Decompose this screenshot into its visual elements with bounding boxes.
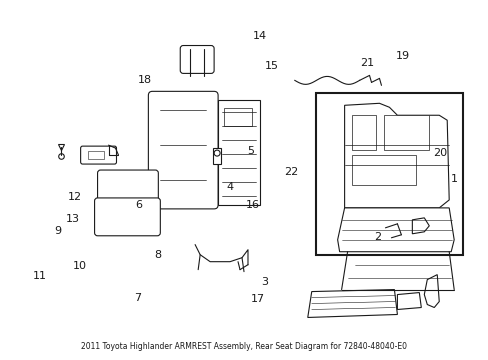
Bar xyxy=(351,115,376,150)
Polygon shape xyxy=(337,208,453,252)
Polygon shape xyxy=(344,103,448,208)
Bar xyxy=(224,108,251,126)
FancyBboxPatch shape xyxy=(81,146,116,164)
Text: 19: 19 xyxy=(395,50,409,60)
Polygon shape xyxy=(307,289,397,318)
Text: 12: 12 xyxy=(68,192,82,202)
Text: 13: 13 xyxy=(65,215,80,224)
Text: 4: 4 xyxy=(226,182,233,192)
Text: 2011 Toyota Highlander ARMREST Assembly, Rear Seat Diagram for 72840-48040-E0: 2011 Toyota Highlander ARMREST Assembly,… xyxy=(81,342,407,351)
Text: 17: 17 xyxy=(250,294,264,304)
Text: 11: 11 xyxy=(33,271,47,281)
Text: 14: 14 xyxy=(252,31,266,41)
Text: 22: 22 xyxy=(284,167,298,177)
Text: 2: 2 xyxy=(373,232,380,242)
Bar xyxy=(351,155,415,185)
Text: 8: 8 xyxy=(154,250,161,260)
Text: 1: 1 xyxy=(449,174,456,184)
Bar xyxy=(384,115,428,150)
Text: 21: 21 xyxy=(360,58,373,68)
Polygon shape xyxy=(339,218,388,238)
Text: 6: 6 xyxy=(135,200,142,210)
Bar xyxy=(218,100,260,205)
Polygon shape xyxy=(411,218,428,234)
Text: 3: 3 xyxy=(261,277,268,287)
FancyBboxPatch shape xyxy=(94,198,160,236)
FancyBboxPatch shape xyxy=(98,170,158,204)
Bar xyxy=(87,151,103,159)
Text: 9: 9 xyxy=(54,226,61,236)
Text: 18: 18 xyxy=(137,75,151,85)
FancyBboxPatch shape xyxy=(180,45,214,73)
Polygon shape xyxy=(329,215,384,240)
FancyBboxPatch shape xyxy=(148,91,218,209)
Bar xyxy=(315,93,462,255)
Text: 7: 7 xyxy=(134,293,141,303)
Polygon shape xyxy=(424,275,438,307)
Polygon shape xyxy=(397,293,421,310)
Text: 20: 20 xyxy=(432,148,447,158)
Text: 15: 15 xyxy=(264,61,278,71)
Text: 16: 16 xyxy=(246,200,260,210)
Text: 10: 10 xyxy=(73,261,87,271)
Text: 5: 5 xyxy=(246,146,253,156)
Bar xyxy=(213,148,221,164)
